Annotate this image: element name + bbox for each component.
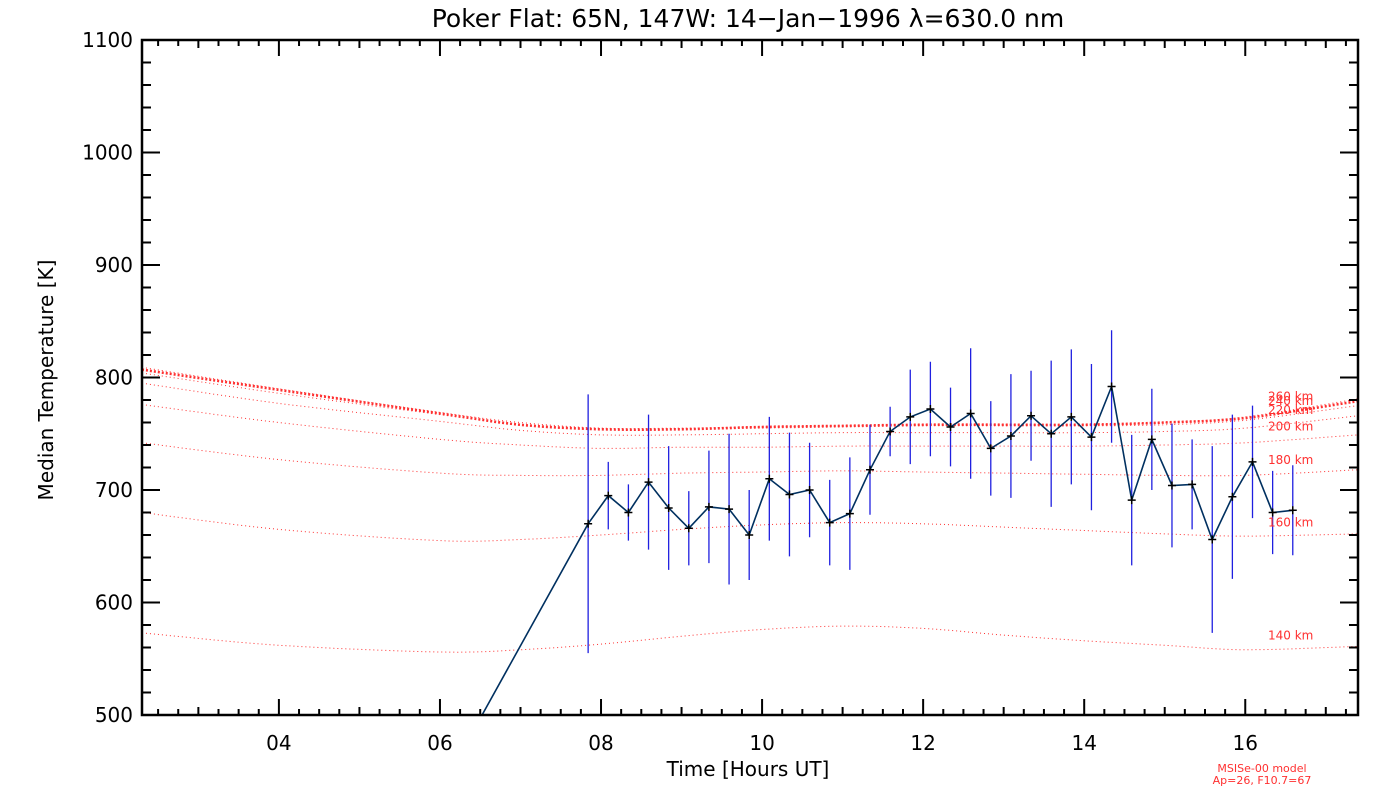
data-point (1067, 412, 1076, 421)
data-point (1288, 506, 1297, 515)
data-point (1087, 433, 1096, 442)
model-label-160km: 160 km (1268, 515, 1313, 529)
data-point (865, 465, 874, 474)
y-tick-label: 1100 (82, 28, 133, 52)
model-label-200km: 200 km (1268, 420, 1313, 434)
model-label-140km: 140 km (1268, 629, 1313, 643)
data-point (805, 486, 814, 494)
model-curve-260km (142, 366, 1358, 430)
data-point (1127, 496, 1136, 505)
model-layer (142, 366, 1358, 653)
model-label-220km: 220 km (1268, 403, 1313, 417)
x-tick-label: 16 (1233, 731, 1258, 755)
data-point (1167, 481, 1176, 490)
x-tick-label: 14 (1071, 731, 1096, 755)
data-point (886, 427, 895, 436)
data-point (1107, 382, 1116, 391)
plot-frame (140, 38, 1360, 717)
data-point (1006, 432, 1015, 440)
data-layer (481, 330, 1297, 715)
y-tick-label: 500 (95, 703, 133, 727)
data-point (1208, 535, 1217, 544)
axis-layer: 04 06 08 10 12 14 16 500 600 700 800 900 1000 1100 (82, 28, 1358, 755)
data-point (825, 518, 834, 527)
data-point (664, 504, 673, 512)
data-point (745, 531, 754, 539)
model-label-240km: 240 km (1268, 394, 1313, 408)
data-point (926, 405, 935, 413)
model-curve-160km (142, 512, 1358, 542)
data-point (725, 505, 734, 514)
data-point (604, 491, 613, 500)
y-axis-label: Median Temperature [K] (34, 260, 58, 501)
temperature-series-line (481, 383, 1293, 715)
model-curve-180km (142, 442, 1358, 477)
data-point (966, 409, 975, 418)
x-tick-label: 04 (266, 731, 291, 755)
chart-title: Poker Flat: 65N, 147W: 14−Jan−1996 λ=630… (432, 4, 1065, 33)
data-point (624, 508, 633, 517)
data-point (684, 524, 693, 533)
model-params-note: Ap=26, F10.7=67 (1213, 774, 1312, 787)
data-point (1027, 411, 1036, 420)
data-point (1047, 429, 1056, 438)
y-tick-label: 900 (95, 253, 133, 277)
model-curve-140km (142, 625, 1358, 653)
x-axis-label: Time [Hours UT] (666, 757, 830, 781)
y-tick-label: 700 (95, 478, 133, 502)
data-point (1188, 480, 1197, 489)
data-point (1228, 492, 1237, 501)
data-point (644, 478, 653, 487)
x-tick-label: 12 (910, 731, 935, 755)
x-tick-label: 06 (427, 731, 452, 755)
data-point (845, 509, 854, 518)
data-point (906, 412, 915, 421)
data-point (946, 423, 955, 431)
data-point (1248, 457, 1257, 466)
data-point (765, 474, 774, 483)
model-label-260km: 260 km (1268, 389, 1313, 403)
y-tick-label: 600 (95, 591, 133, 615)
model-source-note: MSISe-00 model (1217, 762, 1306, 775)
y-tick-label: 1000 (82, 141, 133, 165)
x-tick-label: 10 (749, 731, 774, 755)
data-point (1147, 435, 1156, 444)
data-point (584, 519, 593, 528)
data-point (986, 444, 995, 453)
data-point (704, 502, 713, 511)
data-point (1268, 508, 1277, 517)
data-point (785, 490, 794, 499)
model-label-180km: 180 km (1268, 453, 1313, 467)
y-tick-label: 800 (95, 366, 133, 390)
x-tick-label: 08 (588, 731, 613, 755)
